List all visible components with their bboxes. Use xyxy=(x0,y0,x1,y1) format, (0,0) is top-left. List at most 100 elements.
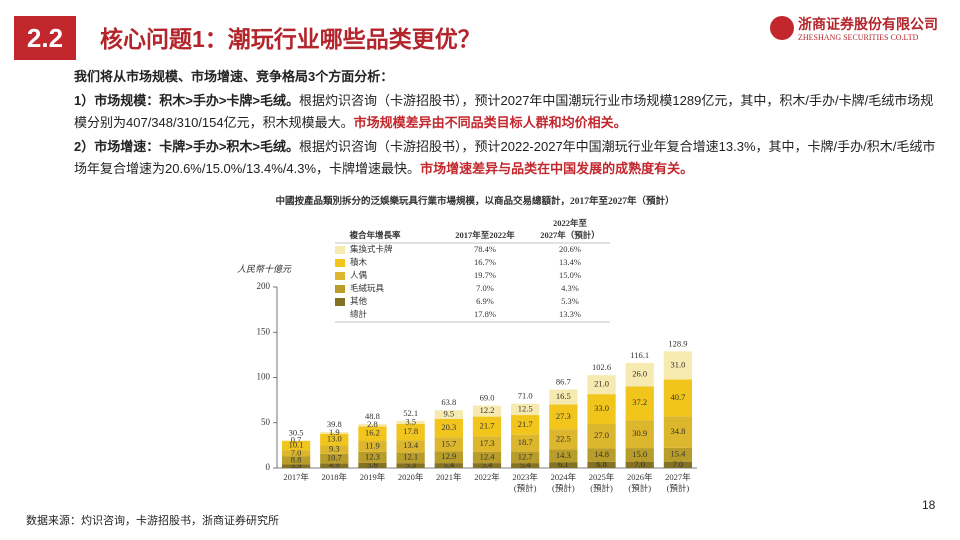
point-body: 根据灼识咨询（卡游招股书），预计2027年中国潮玩行业市场规模1289亿元，其中… xyxy=(74,93,934,130)
bar-segment xyxy=(625,461,654,468)
bar-segment xyxy=(281,441,311,451)
value-label: 22.5 xyxy=(556,433,571,443)
legend-label: 積木 xyxy=(350,257,368,267)
bar-segment xyxy=(434,410,463,419)
bar-segment xyxy=(549,389,578,405)
table-cell: 13.4% xyxy=(559,257,581,267)
y-axis-label: 人民幣十億元 xyxy=(237,264,292,274)
y-tick-label: 200 xyxy=(257,281,271,291)
x-tick-label: 2021年 xyxy=(436,472,462,482)
table-total-label: 總計 xyxy=(350,309,368,319)
table-cell: 17.8% xyxy=(474,309,496,319)
x-tick-label: 2027年(預計) xyxy=(665,472,691,493)
legend-swatch xyxy=(335,285,345,293)
value-label: 17.8 xyxy=(403,426,418,436)
x-tick-label: 2022年 xyxy=(474,472,500,482)
bar-segment xyxy=(511,451,540,464)
total-label: 128.9 xyxy=(668,338,687,348)
value-label: 9.3 xyxy=(329,444,340,454)
value-label: 12.2 xyxy=(480,405,495,415)
table-cell: 20.6% xyxy=(559,244,581,254)
bar-segment xyxy=(625,448,654,462)
x-tick-label: 2026年(預計) xyxy=(627,472,653,493)
bar-segment xyxy=(434,451,463,464)
total-label: 48.8 xyxy=(365,411,380,421)
bar-segment xyxy=(320,431,349,434)
table-header: 2017年至2022年 xyxy=(455,230,515,240)
value-label: 12.3 xyxy=(365,451,380,461)
value-label: 26.0 xyxy=(632,369,647,379)
total-label: 86.7 xyxy=(556,376,571,386)
total-label: 30.5 xyxy=(289,427,304,437)
value-label: 31.0 xyxy=(670,359,685,369)
bar-segment xyxy=(281,440,311,442)
legend-label: 集換式卡牌 xyxy=(350,244,393,254)
value-label: 0.7 xyxy=(291,435,302,445)
x-tick-label: 2017年 xyxy=(283,472,309,482)
value-label: 34.8 xyxy=(670,426,685,436)
total-label: 102.6 xyxy=(592,362,611,372)
section-badge: 2.2 xyxy=(14,16,76,60)
value-label: 13.0 xyxy=(327,434,342,444)
intro: 我们将从市场规模、市场增速、竞争格局3个方面分析： xyxy=(74,69,394,84)
legend-swatch xyxy=(335,246,345,254)
bar-segment xyxy=(587,424,616,449)
x-tick-label: 2019年 xyxy=(360,472,386,482)
bar-segment xyxy=(358,426,387,442)
total-label: 52.1 xyxy=(403,408,418,418)
value-label: 3.5 xyxy=(405,416,416,426)
bar-segment xyxy=(396,420,425,425)
value-label: 4.9 xyxy=(329,460,340,470)
value-label: 11.9 xyxy=(365,440,380,450)
bar-segment xyxy=(663,379,693,417)
bar-segment xyxy=(663,447,693,462)
bar-segment xyxy=(587,394,616,425)
bar-segment xyxy=(587,461,616,468)
value-label: 16.2 xyxy=(365,428,380,438)
bar-segment xyxy=(472,463,502,468)
x-tick-label: 2025年(預計) xyxy=(589,472,615,493)
table-cell: 6.9% xyxy=(476,296,494,306)
total-label: 116.1 xyxy=(630,350,649,360)
chart-title: 中國按產品類別拆分的泛娛樂玩具行業市場規模，以商品交易總額計，2017年至202… xyxy=(275,195,674,207)
y-tick-label: 100 xyxy=(257,372,271,382)
logo-cn: 浙商证券股份有限公司 xyxy=(798,16,938,32)
bar-segment xyxy=(434,418,463,438)
bar-segment xyxy=(587,375,616,395)
value-label: 14.8 xyxy=(594,449,609,459)
value-label: 7.0 xyxy=(634,459,645,469)
value-label: 12.1 xyxy=(403,452,418,462)
point-lead: 2）市场增速：卡牌>手办>积木>毛绒。 xyxy=(74,139,300,154)
x-tick-label: 2018年 xyxy=(322,472,348,482)
logo: 浙商证券股份有限公司 ZHESHANG SECURITIES CO.LTD xyxy=(770,14,950,48)
table-cell: 5.3% xyxy=(561,296,579,306)
bar-segment xyxy=(472,405,502,417)
value-label: 9.5 xyxy=(444,409,455,419)
legend-label: 其他 xyxy=(350,296,368,306)
value-label: 5.4 xyxy=(444,460,455,470)
point-lead: 1）市场规模：积木>手办>卡牌>毛绒。 xyxy=(74,93,300,108)
value-label: 33.0 xyxy=(594,403,609,413)
point: 2）市场增速：卡牌>手办>积木>毛绒。根据灼识咨询（卡游招股书），预计2022-… xyxy=(74,136,936,180)
value-label: 13.4 xyxy=(403,440,419,450)
total-label: 63.8 xyxy=(441,397,456,407)
value-label: 17.3 xyxy=(480,438,495,448)
value-label: 10.1 xyxy=(289,440,304,450)
body-text: 我们将从市场规模、市场增速、竞争格局3个方面分析： 1）市场规模：积木>手办>卡… xyxy=(74,66,936,182)
table-cell: 78.4% xyxy=(474,244,496,254)
value-label: 5.3 xyxy=(405,460,416,470)
value-label: 20.3 xyxy=(441,422,456,432)
legend-label: 毛絨玩具 xyxy=(350,283,385,293)
bar-segment xyxy=(663,416,693,448)
value-label: 15.0 xyxy=(632,449,647,459)
bar-segment xyxy=(281,450,311,457)
legend-swatch xyxy=(335,298,345,306)
bar-segment xyxy=(511,463,540,468)
value-label: 21.7 xyxy=(518,419,533,429)
bar-segment xyxy=(396,463,425,468)
table-cell: 13.3% xyxy=(559,309,581,319)
bar-segment xyxy=(358,441,387,452)
value-label: 21.0 xyxy=(594,379,609,389)
bar-segment xyxy=(320,463,349,468)
total-label: 69.0 xyxy=(480,393,495,403)
